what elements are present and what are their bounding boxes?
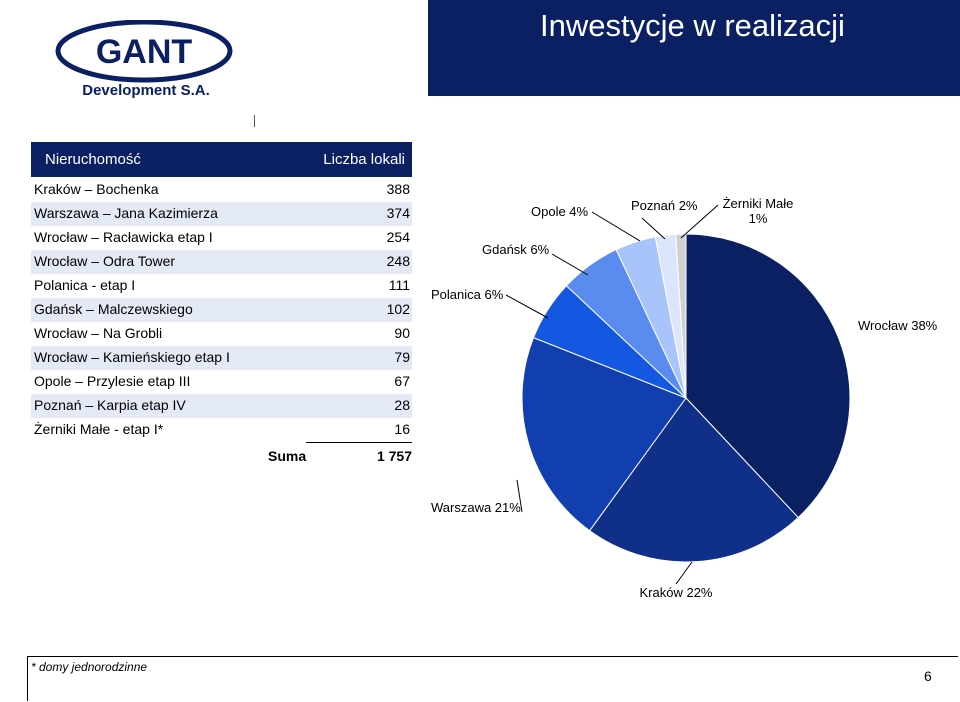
slice-label: Opole 4% [531,204,589,219]
table-row: Wrocław – Na Grobli 90 [31,322,412,346]
row-property-name: Wrocław – Kamieńskiego etap I [34,349,230,365]
logo-subtitle: Development S.A. [82,82,210,99]
table-row: Warszawa – Jana Kazimierza 374 [31,202,412,226]
row-unit-count: 28 [394,397,410,413]
row-unit-count: 374 [386,205,410,221]
pie-slice [685,233,851,519]
slice-label-percent: 1% [749,211,768,226]
table-row: Poznań – Karpia etap IV 28 [31,394,412,418]
table-row: Gdańsk – Malczewskiego 102 [31,298,412,322]
row-property-name: Wrocław – Racławicka etap I [34,229,213,245]
slice-label: Kraków 22% [640,585,713,600]
gant-logo: GANT Development S.A. [55,20,233,99]
row-unit-count: 67 [394,373,410,389]
slice-label: Wrocław 38% [858,318,938,333]
row-property-name: Opole – Przylesie etap III [34,373,191,389]
footnote: * domy jednorodzinne [31,660,148,674]
page-title: Inwestycje w realizacji [540,8,845,43]
leader-line [591,211,641,242]
slice-label: Poznań 2% [631,198,698,213]
table-row: Żerniki Małe - etap I* 16 [31,418,412,442]
footer-frame [27,656,958,701]
sum-divider [306,442,412,443]
leader-line [675,561,693,585]
row-unit-count: 254 [386,229,410,245]
leader-line [505,294,549,319]
row-property-name: Poznań – Karpia etap IV [34,397,186,413]
page-number: 6 [924,668,932,684]
table-header: Nieruchomość Liczba lokali [31,142,412,177]
slice-label: Warszawa 21% [431,500,521,515]
row-unit-count: 102 [386,301,410,317]
slice-label: Polanica 6% [431,287,504,302]
header-bar [428,0,960,96]
leader-line [516,479,523,513]
table-row: Wrocław – Odra Tower 248 [31,250,412,274]
leader-line [551,253,589,276]
row-unit-count: 111 [388,277,410,293]
table-row: Opole – Przylesie etap III 67 [31,370,412,394]
row-property-name: Warszawa – Jana Kazimierza [34,205,218,221]
sum-value: 1 757 [376,448,412,464]
row-property-name: Kraków – Bochenka [34,181,159,197]
row-property-name: Polanica - etap I [34,277,136,293]
divider-tick [254,115,255,127]
slice-label: Gdańsk 6% [482,242,550,257]
leader-line [641,217,666,240]
row-property-name: Żerniki Małe - etap I* [34,421,164,437]
row-property-name: Wrocław – Odra Tower [34,253,176,269]
row-unit-count: 388 [386,181,410,197]
row-unit-count: 90 [394,325,410,341]
row-unit-count: 16 [394,421,410,437]
logo-name: GANT [96,33,193,71]
row-property-name: Wrocław – Na Grobli [34,325,163,341]
column-header-property: Nieruchomość [45,151,141,168]
column-header-units: Liczba lokali [323,151,405,168]
table-row: Polanica - etap I 111 [31,274,412,298]
pie-slice [588,397,799,563]
slice-label: Żerniki Małe [723,196,794,211]
leader-line [680,204,719,239]
pie-slice [521,336,687,532]
sum-label: Suma [268,448,307,464]
row-unit-count: 248 [386,253,410,269]
table-row: Wrocław – Kamieńskiego etap I 79 [31,346,412,370]
row-property-name: Gdańsk – Malczewskiego [34,301,193,317]
table-row: Wrocław – Racławicka etap I 254 [31,226,412,250]
row-unit-count: 79 [394,349,410,365]
table-row: Kraków – Bochenka 388 [31,178,412,202]
